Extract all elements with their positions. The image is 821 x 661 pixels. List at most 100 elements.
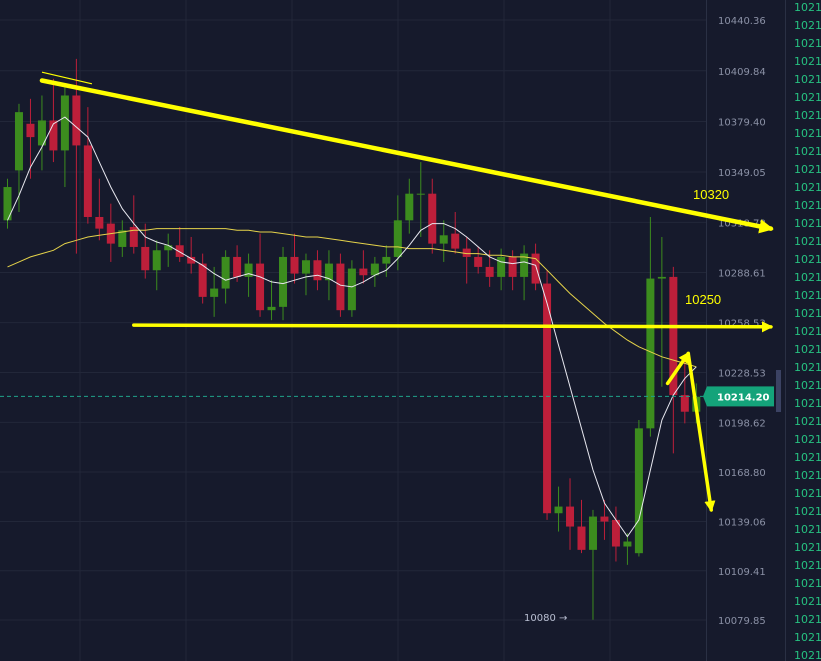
price-ladder-item: 1021 [794, 487, 821, 500]
candle[interactable] [416, 162, 425, 237]
annotation-trendline[interactable] [39, 78, 774, 234]
candle-body [370, 263, 379, 276]
candle[interactable] [187, 236, 196, 274]
annotation-horizontal[interactable] [132, 321, 774, 333]
price-ladder-item: 1021 [794, 343, 821, 356]
candle[interactable] [474, 246, 483, 274]
price-ladder-item: 1021 [794, 145, 821, 158]
candle[interactable] [141, 223, 150, 279]
candle[interactable] [301, 253, 310, 296]
candle[interactable] [566, 478, 575, 550]
candle[interactable] [210, 266, 219, 317]
annotation-arrow-down[interactable] [686, 351, 716, 513]
price-ladder-item: 1021 [794, 271, 821, 284]
candle[interactable] [72, 58, 81, 254]
candle-body [474, 256, 483, 267]
candle[interactable] [451, 211, 460, 254]
candle[interactable] [60, 87, 69, 188]
candle-body [244, 263, 253, 277]
candle[interactable] [439, 220, 448, 262]
candle-body [462, 248, 471, 257]
candle[interactable] [680, 360, 689, 424]
candle[interactable] [233, 245, 242, 282]
candle-body [83, 145, 92, 217]
price-ladder-item: 1021 [794, 109, 821, 122]
candle[interactable] [370, 256, 379, 287]
candle-body [290, 256, 299, 274]
candle[interactable] [313, 250, 322, 291]
annotation-label: 10250 [685, 292, 721, 307]
candle[interactable] [83, 107, 92, 224]
candle[interactable] [49, 78, 58, 163]
candle-body [588, 516, 597, 550]
candle[interactable] [393, 195, 402, 271]
candle[interactable] [3, 178, 12, 229]
candle[interactable] [95, 178, 104, 241]
candle[interactable] [244, 253, 253, 297]
candle-body [347, 268, 356, 311]
candle[interactable] [198, 253, 207, 304]
candle-body [72, 95, 81, 146]
candle[interactable] [623, 533, 632, 565]
candle[interactable] [118, 220, 127, 257]
candle[interactable] [164, 233, 173, 267]
candle-body [543, 283, 552, 514]
candle-body [646, 278, 655, 429]
candle-body [37, 120, 46, 146]
candle[interactable] [26, 98, 35, 179]
candle[interactable] [428, 178, 437, 254]
candle-body [118, 230, 127, 247]
price-ladder-item: 1021 [794, 91, 821, 104]
candle[interactable] [152, 240, 161, 291]
y-tick-label: 10079.85 [718, 616, 766, 627]
candle[interactable] [256, 233, 265, 317]
candle[interactable] [175, 226, 184, 262]
candle[interactable] [520, 245, 529, 301]
price-ladder-item: 1021 [794, 235, 821, 248]
annotation-arrow-up[interactable] [665, 351, 691, 386]
candle[interactable] [359, 250, 368, 284]
price-ladder-item: 1021 [794, 325, 821, 338]
candle[interactable] [347, 260, 356, 317]
candle-body [657, 276, 666, 279]
candle[interactable] [129, 195, 138, 254]
candle[interactable] [634, 420, 643, 557]
candle-body [669, 276, 678, 396]
candle[interactable] [577, 499, 586, 554]
candle[interactable] [611, 506, 620, 562]
price-ladder-item: 1021 [794, 217, 821, 230]
trendline-extension [41, 71, 93, 85]
candle[interactable] [290, 233, 299, 284]
candle[interactable] [382, 245, 391, 277]
y-tick-label: 10139.06 [718, 517, 766, 528]
price-ladder-item: 1021 [794, 19, 821, 32]
y-tick-label: 10258.53 [718, 319, 766, 330]
candle[interactable] [14, 103, 23, 212]
candle[interactable] [324, 250, 333, 301]
candle[interactable] [37, 95, 46, 171]
candle-body [336, 263, 345, 311]
candle-body [382, 256, 391, 264]
candle-body [175, 245, 184, 257]
candle-body [428, 193, 437, 244]
candle[interactable] [405, 178, 414, 234]
candle[interactable] [588, 509, 597, 620]
axis-scroll-handle[interactable] [776, 370, 781, 412]
candle-body [554, 506, 563, 514]
price-ladder-item: 1021 [794, 415, 821, 428]
candle[interactable] [543, 270, 552, 520]
candle[interactable] [554, 486, 563, 532]
candle-body [129, 226, 138, 247]
candle[interactable] [267, 280, 276, 321]
candle-body [301, 260, 310, 274]
candle-body [359, 268, 368, 276]
price-tag-bg [707, 386, 774, 407]
candle[interactable] [221, 250, 230, 304]
candle[interactable] [657, 236, 666, 387]
candle[interactable] [462, 236, 471, 284]
candle[interactable] [600, 499, 609, 540]
candle-body [141, 246, 150, 271]
